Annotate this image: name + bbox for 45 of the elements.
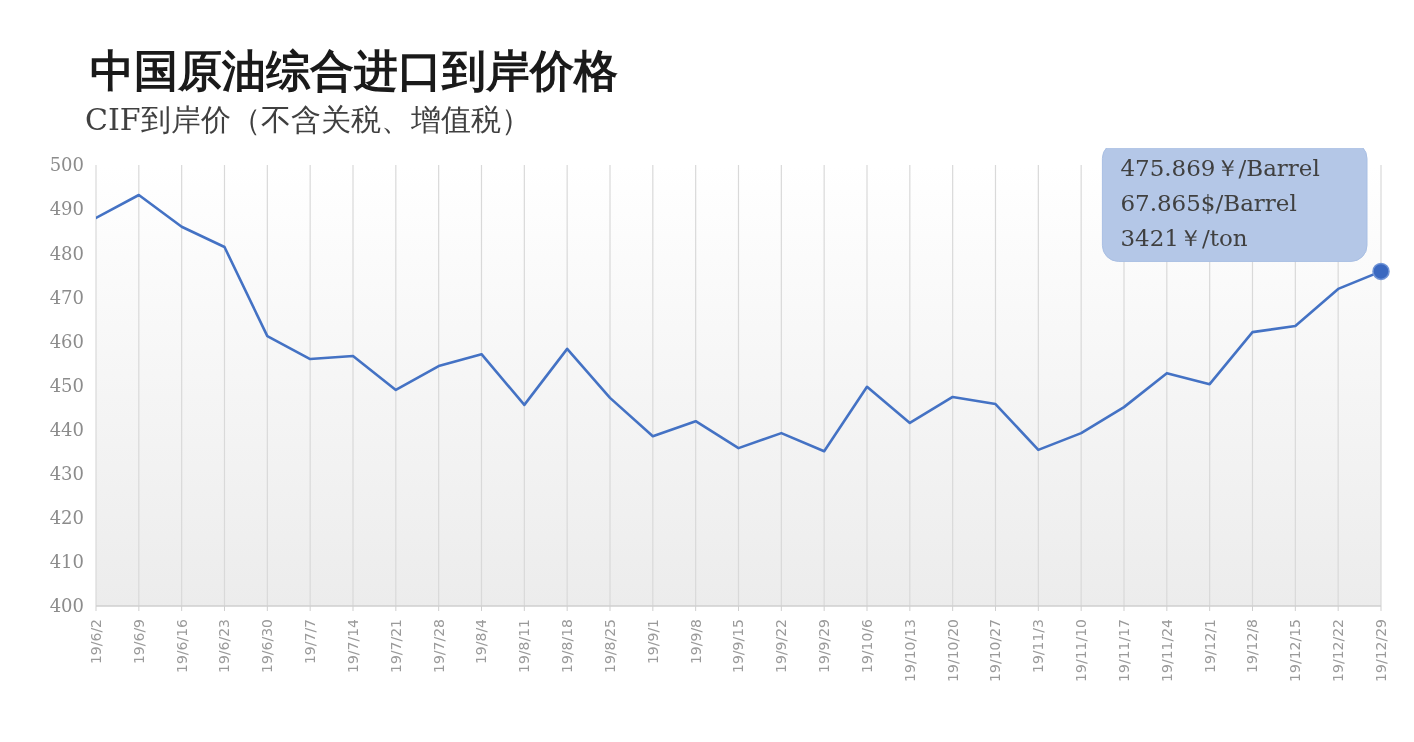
x-tick-label: 19/11/24 <box>1158 618 1175 682</box>
x-tick-label: 19/11/17 <box>1115 619 1132 682</box>
y-tick-label: 500 <box>49 154 84 176</box>
x-tick-label: 19/7/7 <box>302 619 319 665</box>
x-tick-label: 19/9/1 <box>644 619 661 665</box>
x-tick-label: 19/9/29 <box>816 619 833 673</box>
x-tick-label: 19/10/27 <box>987 619 1004 682</box>
x-tick-label: 19/6/9 <box>130 619 147 665</box>
x-tick-label: 19/6/16 <box>173 618 190 673</box>
x-tick-label: 19/6/23 <box>216 619 233 673</box>
x-tick-label: 19/6/30 <box>259 619 276 673</box>
y-tick-label: 480 <box>49 242 84 264</box>
x-tick-label: 19/11/10 <box>1073 619 1090 682</box>
chart-subtitle: CIF到岸价（不含关税、增值税） <box>85 102 531 137</box>
x-tick-label: 19/12/29 <box>1372 619 1389 682</box>
x-tick-label: 19/12/1 <box>1201 619 1218 673</box>
x-tick-label: 19/12/15 <box>1287 619 1304 682</box>
x-tick-label: 19/11/3 <box>1030 619 1047 673</box>
y-tick-label: 490 <box>49 198 84 220</box>
x-tick-label: 19/10/13 <box>901 619 918 682</box>
y-tick-label: 470 <box>49 286 84 308</box>
y-tick-label: 460 <box>49 330 84 352</box>
x-tick-label: 19/8/18 <box>559 619 576 673</box>
x-tick-label: 19/10/20 <box>944 619 961 682</box>
x-tick-label: 19/12/8 <box>1244 619 1261 673</box>
x-tick-label: 19/8/4 <box>473 618 490 665</box>
y-tick-label: 440 <box>49 418 84 440</box>
y-tick-label: 410 <box>49 551 84 573</box>
x-tick-label: 19/9/8 <box>687 619 704 665</box>
x-tick-label: 19/7/21 <box>387 619 404 673</box>
x-tick-label: 19/7/28 <box>430 619 447 673</box>
x-tick-label: 19/8/25 <box>601 619 618 673</box>
x-tick-label: 19/10/6 <box>858 618 875 673</box>
annotation: 475.869￥/Barrel 67.865$/Barrel 3421￥/ton <box>1120 154 1320 251</box>
x-tick-label: 19/12/22 <box>1330 619 1347 682</box>
y-tick-label: 420 <box>49 507 84 529</box>
chart-title: 中国原油综合进口到岸价格 <box>90 45 618 96</box>
x-tick-label: 19/7/14 <box>344 618 361 673</box>
x-tick-label: 19/9/15 <box>730 619 747 673</box>
x-tick-label: 19/6/2 <box>87 619 104 665</box>
y-tick-label: 400 <box>49 595 84 617</box>
y-tick-label: 430 <box>49 463 84 484</box>
x-tick-label: 19/8/11 <box>516 619 533 673</box>
y-tick-label: 450 <box>49 374 84 396</box>
x-tick-label: 19/9/22 <box>773 619 790 673</box>
